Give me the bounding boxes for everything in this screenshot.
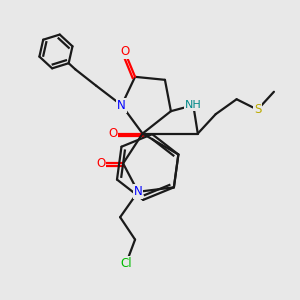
- Text: O: O: [108, 127, 117, 140]
- Text: O: O: [120, 45, 129, 58]
- Text: S: S: [254, 103, 261, 116]
- Text: Cl: Cl: [120, 257, 132, 270]
- Text: O: O: [96, 157, 105, 170]
- Text: N: N: [117, 99, 126, 112]
- Text: N: N: [134, 185, 142, 198]
- Text: NH: NH: [185, 100, 202, 110]
